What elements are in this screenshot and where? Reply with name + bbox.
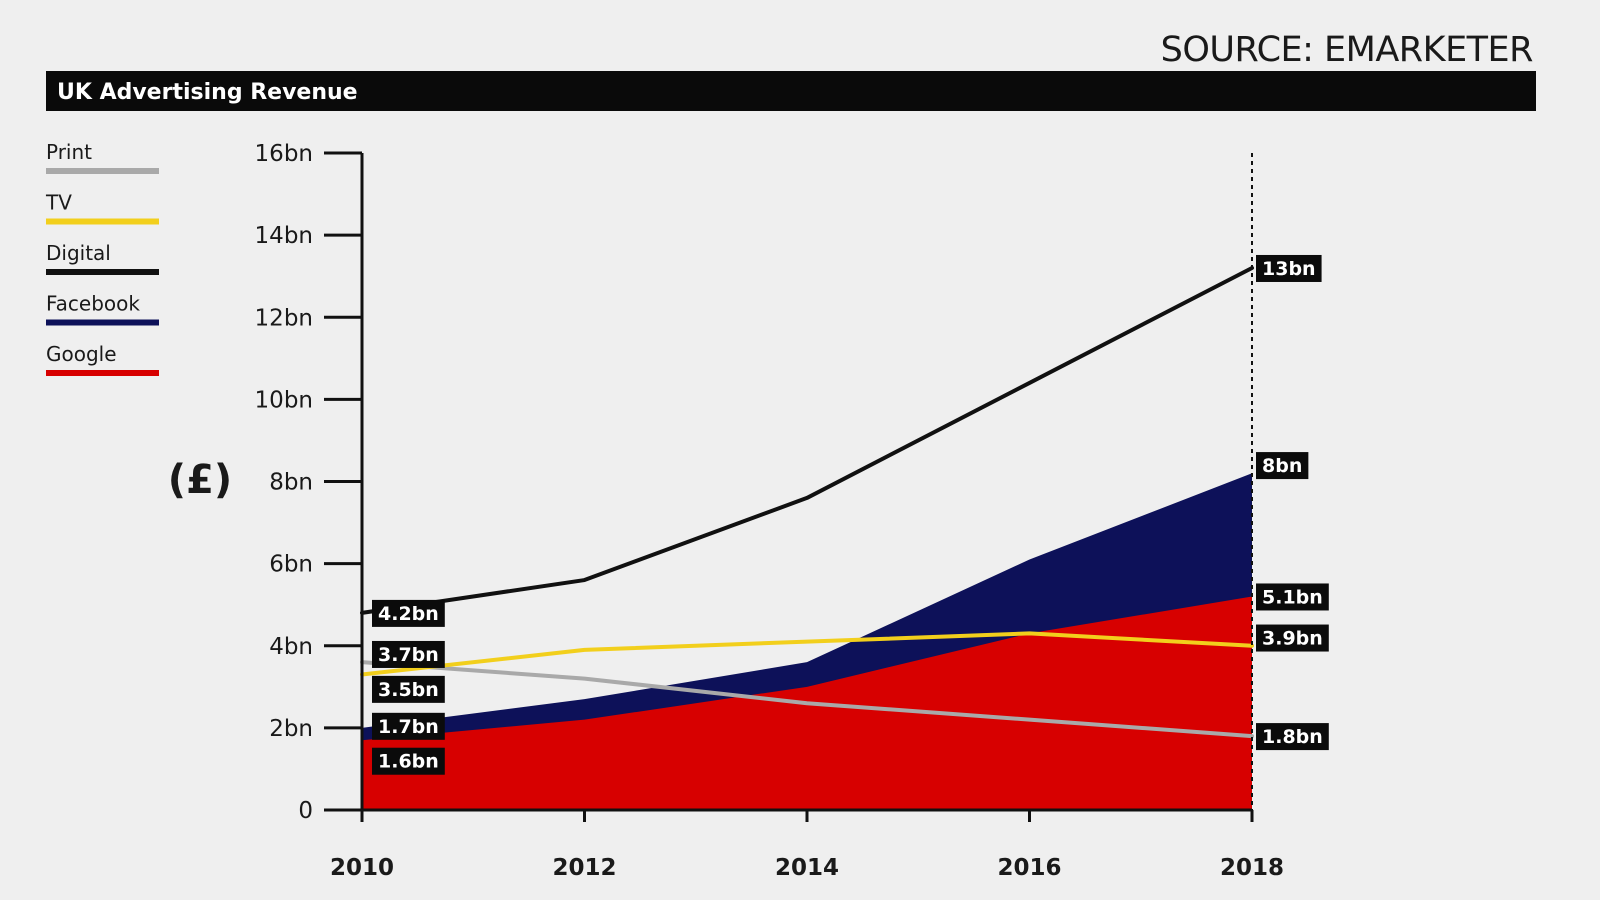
y-tick-label: 16bn	[255, 141, 313, 167]
end-label-box	[1256, 583, 1329, 611]
legend-label-tv: TV	[45, 191, 72, 215]
legend-swatch-digital	[46, 269, 159, 275]
x-tick-label: 2010	[330, 855, 394, 881]
start-label-text: 1.7bn	[378, 716, 439, 738]
start-label-box	[372, 675, 445, 703]
y-tick-label: 10bn	[255, 387, 313, 413]
y-axis-unit-label: (£)	[168, 457, 232, 503]
start-label-text: 1.6bn	[378, 751, 439, 773]
y-tick-label: 14bn	[255, 223, 313, 249]
end-label-box	[1256, 254, 1322, 282]
end-label: 8bn	[1256, 452, 1309, 480]
end-label-box	[1256, 624, 1329, 652]
legend-label-facebook: Facebook	[46, 292, 140, 316]
end-label: 1.8bn	[1256, 723, 1329, 751]
line-series	[360, 265, 1254, 739]
y-tick-label: 12bn	[255, 305, 313, 331]
legend-label-digital: Digital	[46, 241, 111, 265]
start-label-text: 3.7bn	[378, 644, 439, 666]
end-label-text: 13bn	[1262, 258, 1316, 280]
start-label-box	[372, 747, 445, 775]
start-label-box	[372, 599, 445, 627]
start-label-text: 4.2bn	[378, 603, 439, 625]
title-bar	[46, 71, 1536, 111]
end-label-box	[1256, 452, 1309, 480]
end-label-text: 3.9bn	[1262, 628, 1323, 650]
end-label: 5.1bn	[1256, 583, 1329, 611]
line-digital	[360, 265, 1254, 615]
legend: Print TV Digital Facebook Google	[45, 140, 159, 376]
start-label-box	[372, 712, 445, 740]
y-tick-label: 8bn	[269, 470, 313, 496]
start-label: 3.5bn	[372, 675, 445, 703]
y-tick-label: 0	[298, 798, 313, 824]
x-tick-label: 2018	[1220, 855, 1284, 881]
x-tick-label: 2012	[552, 855, 616, 881]
start-label-box	[372, 640, 445, 668]
end-label: 13bn	[1256, 254, 1322, 282]
start-label: 3.7bn	[372, 640, 445, 668]
start-label: 1.6bn	[372, 747, 445, 775]
end-label-text: 5.1bn	[1262, 586, 1323, 608]
end-label-text: 8bn	[1262, 455, 1302, 477]
y-tick-label: 2bn	[269, 716, 313, 742]
y-tick-label: 4bn	[269, 634, 313, 660]
y-tick-label: 6bn	[269, 552, 313, 578]
x-tick-label: 2014	[775, 855, 839, 881]
chart-title: UK Advertising Revenue	[57, 80, 358, 105]
source-credit: SOURCE: EMARKETER	[1161, 30, 1534, 70]
end-label-box	[1256, 723, 1329, 751]
line-print	[360, 660, 1254, 739]
legend-label-google: Google	[46, 342, 117, 366]
x-tick-label: 2016	[997, 855, 1061, 881]
start-label: 1.7bn	[372, 712, 445, 740]
end-label: 3.9bn	[1256, 624, 1329, 652]
axes: 0 2bn 4bn 6bn 8bn 10bn 12bn 14bn 16bn 2010 2012 201…	[255, 141, 1284, 881]
legend-label-print: Print	[46, 140, 92, 164]
start-label-text: 3.5bn	[378, 679, 439, 701]
legend-swatch-facebook	[46, 319, 159, 326]
end-label-text: 1.8bn	[1262, 726, 1323, 748]
legend-swatch-tv	[46, 218, 159, 225]
start-label: 4.2bn	[372, 599, 445, 627]
legend-swatch-print	[46, 168, 159, 174]
line-tv	[360, 631, 1254, 677]
data-labels: 4.2bn 3.7bn 3.5bn 1.7bn 1.6bn 13bn 8bn 5.1bn 3.9…	[372, 254, 1329, 775]
legend-swatch-google	[46, 370, 159, 376]
